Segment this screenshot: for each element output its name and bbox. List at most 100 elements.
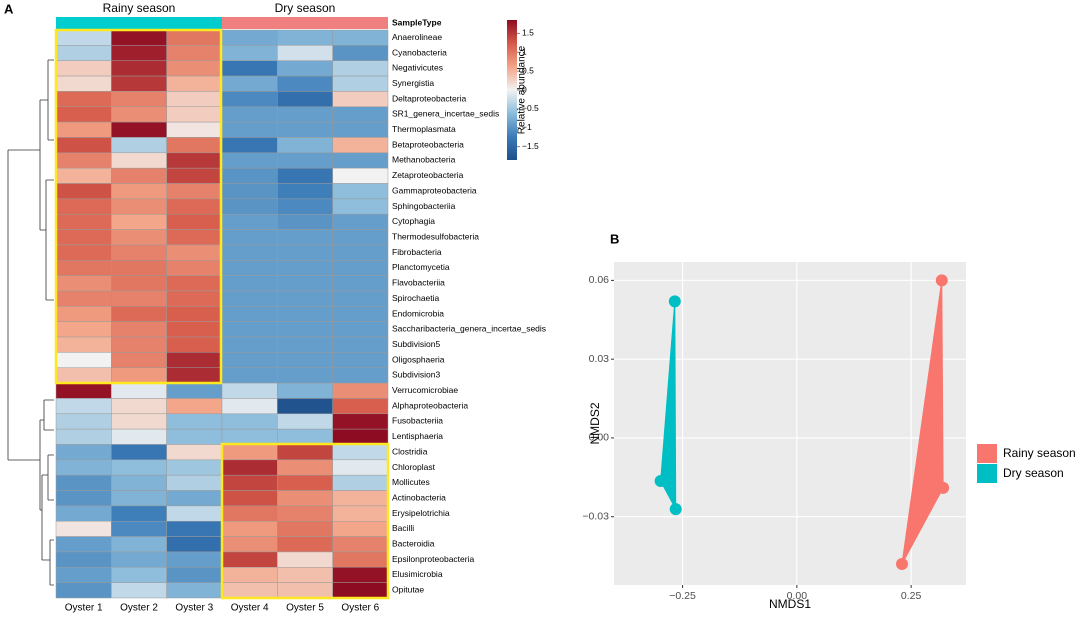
heatmap-cell [166,336,223,353]
heatmap-cell [277,321,333,338]
legend-label: Dry season [1003,466,1064,480]
heatmap-cell [166,520,223,537]
heatmap-cell [332,490,389,507]
heatmap-cell [55,244,112,261]
heatmap-cell [166,352,223,368]
heatmap-cell [332,567,389,583]
row-label: Subdivision5 [392,339,440,349]
heatmap-cell [111,213,167,230]
heatmap-cell [332,428,389,445]
heatmap-cell [332,505,389,522]
annotation-cell [222,17,388,29]
row-label: Anaerolineae [392,32,442,42]
heatmap-cell [277,536,333,553]
heatmap-cell [111,244,167,261]
heatmap-cell [111,352,167,368]
heatmap-cell [55,505,112,522]
x-tick-label: 0.25 [901,590,922,602]
heatmap-cell [332,474,389,491]
heatmap-cell [111,336,167,353]
panel-label: A [4,1,14,16]
heatmap-cell [221,198,278,215]
heatmap-cell [332,121,389,138]
y-tick-label: 0.03 [589,353,610,365]
heatmap-cell [277,260,333,276]
row-label: Saccharibacteria_genera_incertae_sedis [392,324,546,334]
colorbar-tick-label: 1.5 [522,27,534,37]
heatmap-cell [55,536,112,553]
row-label: Erysipelotrichia [392,508,450,518]
heatmap-cell [55,60,112,77]
heatmap-cell [221,398,278,415]
heatmap-cell [332,536,389,553]
point [896,557,908,570]
panel-label: B [610,231,619,246]
heatmap-cell [332,45,389,61]
heatmap-cell [55,167,112,184]
column-label: Oyster 4 [231,603,269,614]
heatmap-cell [166,121,223,138]
y-tick-label: 0.00 [589,432,610,444]
row-label: Flavobacteriia [392,278,445,288]
heatmap-cell [277,398,333,415]
heatmap-cell [277,428,333,445]
row-label: Mollicutes [392,477,430,487]
heatmap-cell [166,75,223,92]
column-label: Oyster 6 [341,603,379,614]
heatmap-cell [111,260,167,276]
heatmap-cell [111,382,167,399]
heatmap-cell [166,306,223,322]
heatmap-cell [111,91,167,108]
colorbar-tick-label: −1 [522,122,532,132]
point [669,503,682,516]
heatmap-cell [166,275,223,292]
group-label: Rainy season [103,1,176,15]
heatmap-cell [55,444,112,461]
heatmap-cell [55,474,112,491]
heatmap-cell [55,45,112,61]
heatmap-cell [55,29,112,46]
heatmap-cell [221,474,278,491]
heatmap-cell [111,551,167,568]
heatmap-cell [277,520,333,537]
heatmap-cell [332,29,389,46]
row-label: Lentisphaeria [392,431,443,441]
heatmap-cell [221,244,278,261]
heatmap-cell [111,275,167,292]
heatmap-cell [221,60,278,77]
heatmap-cell [332,382,389,399]
heatmap-cell [111,582,167,599]
heatmap-cell [332,321,389,338]
heatmap-cell [55,106,112,123]
x-tick-label: −0.25 [669,590,696,602]
row-label: Subdivision3 [392,370,440,380]
row-label: Planctomycetia [392,262,450,272]
heatmap-cell [277,45,333,61]
legend-label: Rainy season [1003,446,1076,460]
heatmap-cell [166,459,223,476]
heatmap-cell [111,321,167,338]
colorbar-tick-label: −1.5 [522,141,539,151]
heatmap-cell [166,536,223,553]
heatmap-cell [221,260,278,276]
y-tick-label: −0.03 [582,511,609,523]
heatmap-cell [277,505,333,522]
heatmap-cell [166,183,223,200]
heatmap-cell [332,398,389,415]
heatmap-cell [166,367,223,384]
heatmap-cell [221,275,278,292]
heatmap-cell [277,275,333,292]
point [654,475,667,488]
annotation-title: SampleType [392,17,442,27]
heatmap-cell [332,275,389,292]
heatmap-cell [332,260,389,276]
heatmap-cell [111,198,167,215]
heatmap-cell [277,382,333,399]
heatmap-cell [277,75,333,92]
heatmap-cell [277,413,333,430]
heatmap-cell [166,60,223,77]
heatmap-cell [111,60,167,77]
heatmap-cell [277,367,333,384]
y-tick-label: 0.06 [589,274,610,286]
row-label: Zetaproteobacteria [392,170,464,180]
